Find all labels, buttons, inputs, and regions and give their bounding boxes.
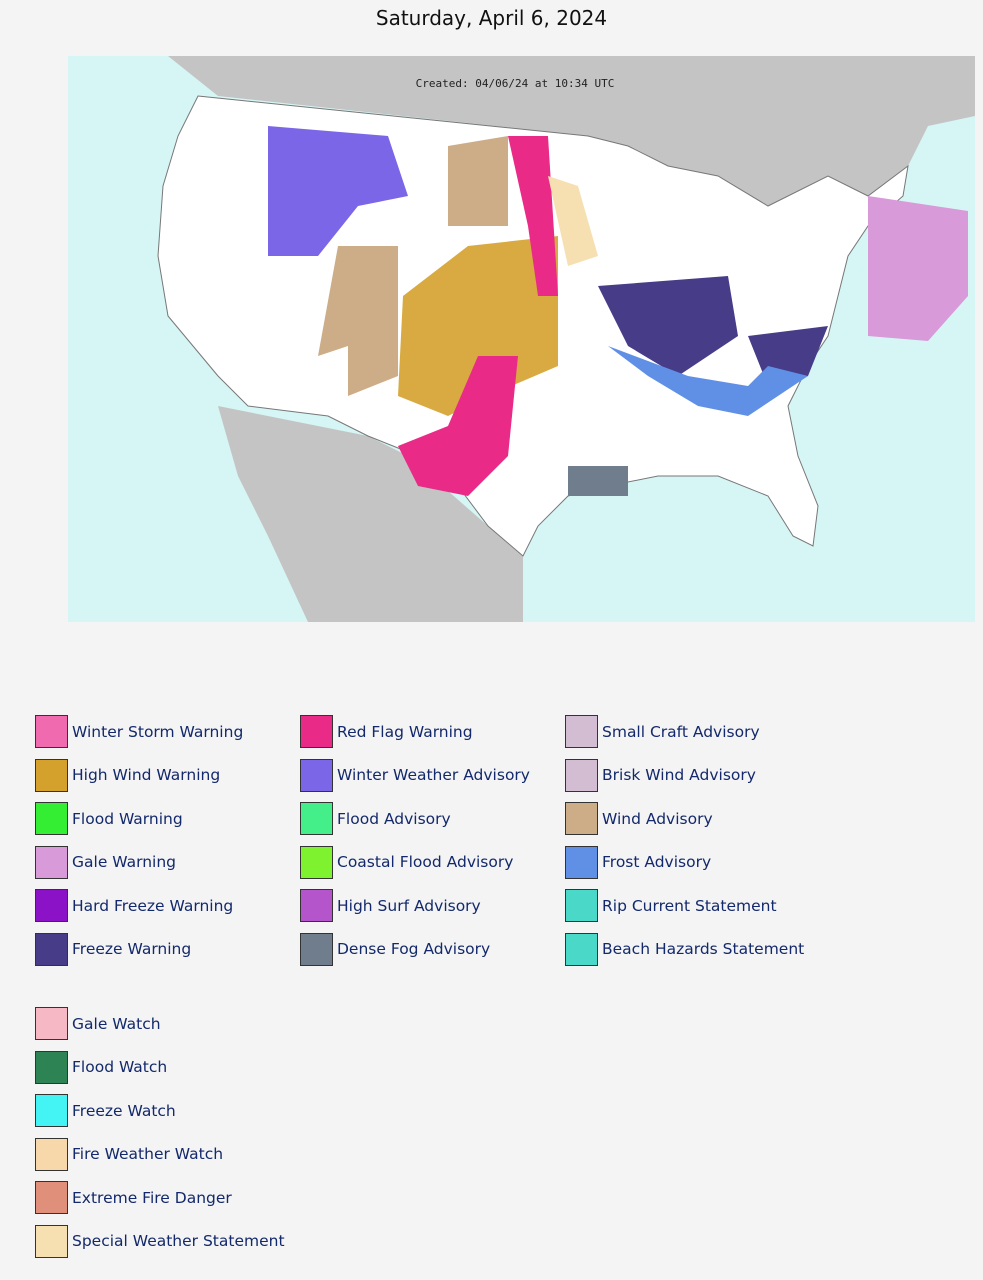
legend-label: Dense Fog Advisory xyxy=(337,940,491,958)
legend-label: Gale Warning xyxy=(72,853,177,871)
legend-swatch xyxy=(35,758,68,792)
winter-weather-area xyxy=(268,126,408,256)
legend-swatch xyxy=(35,1050,68,1084)
legend-item: Freeze Warning xyxy=(35,932,192,966)
legend-item: Wind Advisory xyxy=(565,802,713,835)
legend-label: Wind Advisory xyxy=(602,809,713,828)
legend-label: Flood Warning xyxy=(72,809,183,828)
legend-item: Hard Freeze Warning xyxy=(35,889,233,922)
legend-item: Dense Fog Advisory xyxy=(300,932,491,966)
legend-item: Brisk Wind Advisory xyxy=(565,758,756,792)
red-flag-north xyxy=(508,136,558,296)
legend-label: Frost Advisory xyxy=(602,853,712,871)
legend-swatch xyxy=(300,802,333,835)
legend-item: Freeze Watch xyxy=(35,1094,176,1127)
legend-swatch xyxy=(35,1007,68,1040)
legend-label: Beach Hazards Statement xyxy=(602,940,805,958)
gale-area xyxy=(868,196,968,341)
legend-swatch xyxy=(565,889,598,922)
legend-item: Gale Warning xyxy=(35,845,177,879)
legend-label: Fire Weather Watch xyxy=(72,1145,224,1163)
red-flag-south xyxy=(398,356,518,496)
canada xyxy=(168,56,975,206)
freeze-area xyxy=(598,276,738,376)
page-title: Saturday, April 6, 2024 xyxy=(375,6,608,30)
legend-label: Rip Current Statement xyxy=(602,896,777,915)
legend-item: Beach Hazards Statement xyxy=(565,932,805,966)
legend-label: Brisk Wind Advisory xyxy=(602,766,756,784)
legend-item: Extreme Fire Danger xyxy=(35,1181,232,1214)
wind-advisory-west xyxy=(318,246,398,396)
legend-item: Winter Weather Advisory xyxy=(300,758,530,792)
legend-swatch xyxy=(35,1181,68,1214)
legend-swatch xyxy=(35,1094,68,1127)
legend-item: Coastal Flood Advisory xyxy=(300,845,514,879)
legend-item: Flood Watch xyxy=(35,1050,168,1084)
legend-item: High Surf Advisory xyxy=(300,889,481,922)
legend-label: Coastal Flood Advisory xyxy=(337,853,514,871)
frost-area xyxy=(608,346,808,416)
legend-label: Freeze Warning xyxy=(72,940,192,958)
legend-swatch xyxy=(565,932,598,966)
dense-fog-area xyxy=(568,466,628,496)
legend-swatch xyxy=(300,845,333,879)
mexico xyxy=(218,406,523,622)
legend-swatch xyxy=(300,715,333,748)
legend-swatch xyxy=(300,758,333,792)
legend-label: Freeze Watch xyxy=(72,1101,176,1120)
legend-swatch xyxy=(300,889,333,922)
legend-label: Gale Watch xyxy=(72,1014,161,1033)
legend-label: Winter Storm Warning xyxy=(72,722,244,741)
legend-label: High Surf Advisory xyxy=(337,896,481,915)
legend-swatch xyxy=(35,932,68,966)
legend-swatch xyxy=(35,889,68,922)
legend-item: Red Flag Warning xyxy=(300,715,473,748)
legend-swatch xyxy=(300,932,333,966)
legend-label: Small Craft Advisory xyxy=(602,722,760,741)
legend-swatch xyxy=(565,802,598,835)
legend-item: Flood Advisory xyxy=(300,802,451,835)
legend-swatch xyxy=(35,802,68,835)
legend-label: High Wind Warning xyxy=(72,766,221,784)
legend-swatch xyxy=(35,845,68,879)
legend-swatch xyxy=(35,715,68,748)
legend-item: Rip Current Statement xyxy=(565,889,777,922)
legend-item: Gale Watch xyxy=(35,1007,161,1040)
high-wind-area xyxy=(398,236,558,416)
special-statement-area xyxy=(548,176,598,266)
legend-label: Red Flag Warning xyxy=(337,722,473,741)
legend-swatch xyxy=(35,1137,68,1171)
legend-swatch xyxy=(565,845,598,879)
legend-label: Hard Freeze Warning xyxy=(72,896,234,915)
legend-item: High Wind Warning xyxy=(35,758,221,792)
legend-item: Winter Storm Warning xyxy=(35,715,243,748)
legend-item: Small Craft Advisory xyxy=(565,715,760,748)
warning-map: Created: 04/06/24 at 10:34 UTC xyxy=(68,56,975,622)
legend-item: Flood Warning xyxy=(35,802,183,835)
created-stamp: Created: 04/06/24 at 10:34 UTC xyxy=(416,77,615,90)
legend-label: Winter Weather Advisory xyxy=(337,766,530,784)
legend-item: Frost Advisory xyxy=(565,845,712,879)
legend-label: Extreme Fire Danger xyxy=(72,1188,232,1207)
legend-item: Fire Weather Watch xyxy=(35,1137,224,1171)
legend-item: Special Weather Statement xyxy=(35,1224,285,1258)
legend-label: Special Weather Statement xyxy=(72,1232,285,1250)
legend-label: Flood Advisory xyxy=(337,809,451,828)
legend-swatch xyxy=(35,1224,68,1258)
legend-swatch xyxy=(565,758,598,792)
legend-label: Flood Watch xyxy=(72,1058,168,1076)
wind-advisory-north xyxy=(448,136,508,226)
legend-swatch xyxy=(565,715,598,748)
